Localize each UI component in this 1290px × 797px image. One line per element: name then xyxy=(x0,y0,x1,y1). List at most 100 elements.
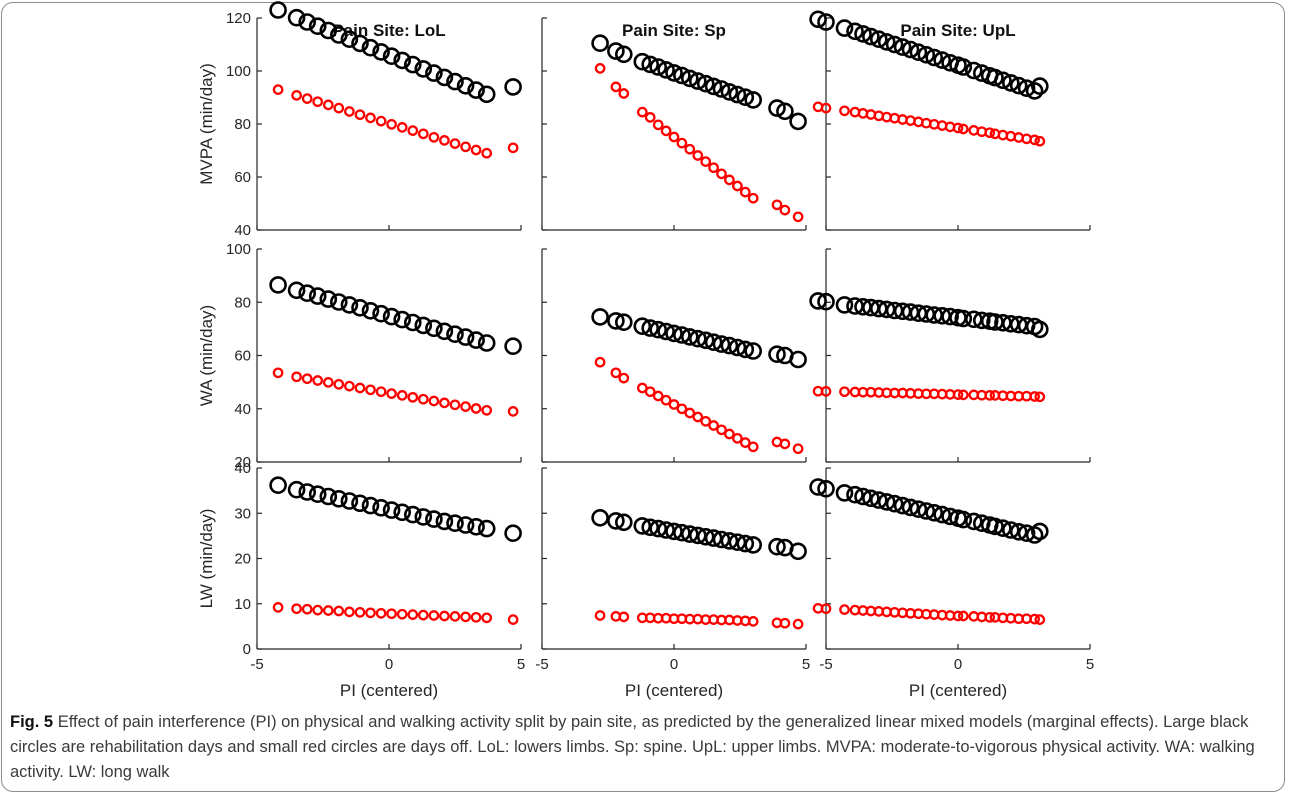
day-off-point xyxy=(386,118,397,130)
day-off-point xyxy=(692,411,704,423)
rehab-day-point xyxy=(854,487,872,506)
day-off-point xyxy=(957,123,969,135)
day-off-point xyxy=(396,122,408,133)
day-off-point xyxy=(301,373,313,385)
day-off-point xyxy=(732,432,743,444)
y-tick-label: 20 xyxy=(234,551,251,568)
day-off-point xyxy=(952,610,964,622)
rehab-day-point xyxy=(1025,82,1044,100)
day-off-point xyxy=(333,102,345,114)
rehab-day-point xyxy=(665,64,683,82)
day-off-point xyxy=(301,93,313,104)
rehab-day-point xyxy=(425,510,443,528)
day-off-point xyxy=(1029,391,1040,402)
rehab-day-point xyxy=(817,292,835,311)
rehab-day-point xyxy=(269,276,287,294)
rehab-day-point xyxy=(893,38,912,56)
day-off-point xyxy=(428,610,440,621)
rehab-day-point xyxy=(504,524,522,543)
rehab-day-point xyxy=(649,320,668,339)
day-off-point xyxy=(700,415,712,427)
day-off-point xyxy=(470,611,482,623)
rehab-day-point xyxy=(901,498,920,517)
day-off-point xyxy=(747,192,759,204)
day-off-point xyxy=(792,618,804,630)
rehab-day-point xyxy=(809,478,827,496)
rehab-day-point xyxy=(901,40,920,59)
day-off-point xyxy=(449,138,461,149)
rehab-day-point xyxy=(382,307,401,326)
day-off-point xyxy=(1034,391,1046,403)
rehab-day-point xyxy=(869,491,888,509)
day-off-point xyxy=(470,144,482,156)
y-tick-label: 80 xyxy=(234,116,251,133)
rehab-day-point xyxy=(720,336,739,355)
rehab-day-point xyxy=(319,290,338,308)
day-off-point xyxy=(291,603,302,615)
rehab-day-point xyxy=(1001,521,1020,539)
x-tick-label: 0 xyxy=(954,656,962,673)
day-off-point xyxy=(396,390,408,401)
rehab-day-point xyxy=(1009,522,1028,541)
rehab-day-point xyxy=(340,492,359,510)
day-off-point xyxy=(952,122,964,134)
y-axis-label: LW (min/day) xyxy=(197,509,216,609)
rehab-day-point xyxy=(893,496,912,515)
rehab-day-point xyxy=(614,313,633,332)
day-off-point xyxy=(957,389,969,401)
x-axis-label: PI (centered) xyxy=(625,681,723,700)
x-tick-label: 5 xyxy=(802,656,810,673)
rehab-day-point xyxy=(319,487,338,506)
rehab-day-point xyxy=(361,38,380,57)
day-off-point xyxy=(272,367,284,379)
x-tick-label: 5 xyxy=(1086,656,1094,673)
day-off-point xyxy=(724,174,735,186)
day-off-point xyxy=(417,393,429,405)
rehab-day-point xyxy=(665,324,683,343)
rehab-day-point xyxy=(728,85,747,104)
day-off-point xyxy=(481,612,493,624)
rehab-day-point xyxy=(869,30,888,49)
day-off-point xyxy=(396,608,408,620)
rehab-day-point xyxy=(361,301,380,320)
rehab-day-point xyxy=(954,510,973,529)
day-off-point xyxy=(322,99,334,111)
rehab-day-point xyxy=(704,333,723,352)
rehab-day-point xyxy=(269,1,287,19)
rehab-day-point xyxy=(425,319,443,338)
day-off-point xyxy=(957,610,969,622)
day-off-point xyxy=(354,109,366,121)
rehab-day-point xyxy=(789,542,807,561)
rehab-day-point xyxy=(768,345,786,364)
rehab-day-point xyxy=(964,61,983,80)
day-off-point xyxy=(272,84,284,95)
day-off-point xyxy=(375,607,387,619)
rehab-day-point xyxy=(986,517,1004,536)
day-off-point xyxy=(439,135,450,146)
rehab-day-point xyxy=(329,293,348,311)
day-off-point xyxy=(428,395,440,407)
rehab-day-point xyxy=(633,52,652,71)
rehab-day-point xyxy=(446,514,464,533)
rehab-day-point xyxy=(607,512,625,530)
day-off-point xyxy=(1034,614,1046,625)
rehab-day-point xyxy=(846,485,864,504)
day-off-point xyxy=(618,88,630,99)
rehab-day-point xyxy=(657,61,675,79)
rehab-day-point xyxy=(446,72,464,91)
x-tick-label: -5 xyxy=(250,656,263,673)
rehab-day-point xyxy=(673,523,691,542)
caption-text: Effect of pain interference (PI) on phys… xyxy=(10,713,1255,781)
rehab-day-point xyxy=(446,325,464,344)
rehab-day-point xyxy=(964,512,983,531)
y-tick-label: 40 xyxy=(234,401,251,418)
rehab-day-point xyxy=(641,55,660,74)
rehab-day-point xyxy=(688,72,707,90)
rehab-day-point xyxy=(414,60,433,78)
day-off-point xyxy=(636,106,648,118)
rehab-day-point xyxy=(351,298,369,317)
x-tick-label: 0 xyxy=(670,656,678,673)
day-off-point xyxy=(952,389,964,400)
rehab-day-point xyxy=(372,498,390,517)
rehab-day-point xyxy=(614,513,633,532)
